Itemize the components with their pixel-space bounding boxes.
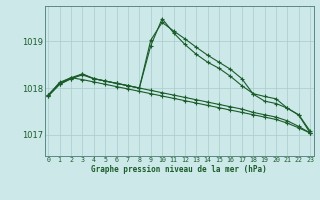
X-axis label: Graphe pression niveau de la mer (hPa): Graphe pression niveau de la mer (hPa) [91, 165, 267, 174]
